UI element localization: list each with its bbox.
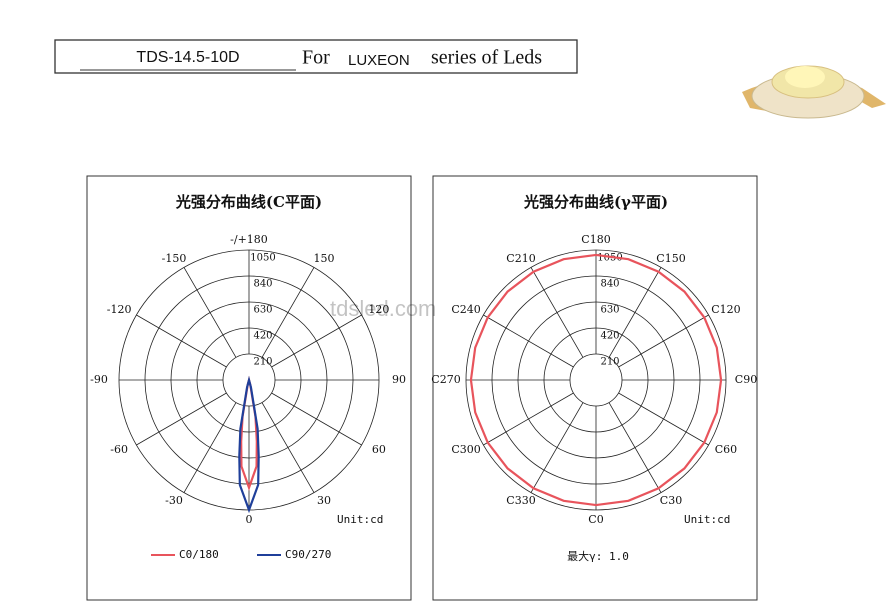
angle-label: -150 bbox=[162, 252, 187, 265]
legend-label: C90/270 bbox=[285, 548, 331, 561]
ring bbox=[222, 353, 276, 407]
angle-label: C300 bbox=[451, 443, 480, 456]
header-box bbox=[54, 39, 578, 74]
model: TDS-14.5-10D bbox=[136, 49, 239, 66]
panel bbox=[86, 175, 412, 601]
ring bbox=[196, 327, 302, 433]
ring bbox=[170, 301, 328, 459]
radial-label: 1050 bbox=[597, 253, 622, 264]
ring bbox=[465, 249, 727, 511]
angle-label: 120 bbox=[368, 303, 389, 316]
angle-label: C0 bbox=[588, 513, 603, 526]
series-line bbox=[238, 375, 260, 514]
angle-label: 30 bbox=[317, 494, 331, 507]
brand: LUXEON bbox=[348, 52, 410, 69]
radial-label: 840 bbox=[600, 279, 619, 290]
angle-label: C240 bbox=[451, 303, 480, 316]
radial-label: 210 bbox=[600, 357, 619, 368]
unit: Unit:cd bbox=[684, 513, 730, 526]
angle-label: C210 bbox=[506, 252, 535, 265]
radial-label: 630 bbox=[253, 305, 272, 316]
prefix: For bbox=[302, 47, 330, 69]
angle-label: C180 bbox=[581, 233, 610, 246]
angle-label: -/+180 bbox=[230, 233, 268, 246]
angle-label: -120 bbox=[107, 303, 132, 316]
angle-label: -30 bbox=[165, 494, 183, 507]
ring bbox=[569, 353, 623, 407]
panel bbox=[432, 175, 758, 601]
angle-label: C90 bbox=[735, 373, 757, 386]
angle-label: 150 bbox=[314, 252, 335, 265]
legend-label: C0/180 bbox=[179, 548, 219, 561]
watermark: tdsled.com bbox=[330, 296, 436, 321]
angle-label: -60 bbox=[110, 443, 128, 456]
radial-label: 630 bbox=[600, 305, 619, 316]
angle-label: C330 bbox=[506, 494, 535, 507]
radial-label: 210 bbox=[253, 357, 272, 368]
radial-label: 420 bbox=[253, 331, 272, 342]
angle-label: 60 bbox=[372, 443, 386, 456]
angle-label: -90 bbox=[90, 373, 108, 386]
series-line bbox=[469, 253, 723, 507]
ring bbox=[517, 301, 675, 459]
angle-label: C60 bbox=[715, 443, 737, 456]
angle-label: C270 bbox=[431, 373, 460, 386]
suffix: series of Leds bbox=[431, 47, 542, 69]
radial-label: 1050 bbox=[250, 253, 275, 264]
ring bbox=[491, 275, 701, 485]
radial-label: 840 bbox=[253, 279, 272, 290]
chart-title: 光强分布曲线(γ平面) bbox=[523, 193, 668, 211]
angle-label: C150 bbox=[656, 252, 685, 265]
chart-title: 光强分布曲线(C平面) bbox=[175, 193, 322, 211]
note: 最大γ: 1.0 bbox=[567, 549, 629, 563]
radial-label: 420 bbox=[600, 331, 619, 342]
unit: Unit:cd bbox=[337, 513, 383, 526]
angle-label: C120 bbox=[711, 303, 740, 316]
angle-label: 90 bbox=[392, 373, 406, 386]
angle-label: C30 bbox=[660, 494, 682, 507]
angle-label: 0 bbox=[246, 513, 253, 526]
ring bbox=[144, 275, 354, 485]
led-photo bbox=[742, 65, 886, 119]
ring bbox=[543, 327, 649, 433]
